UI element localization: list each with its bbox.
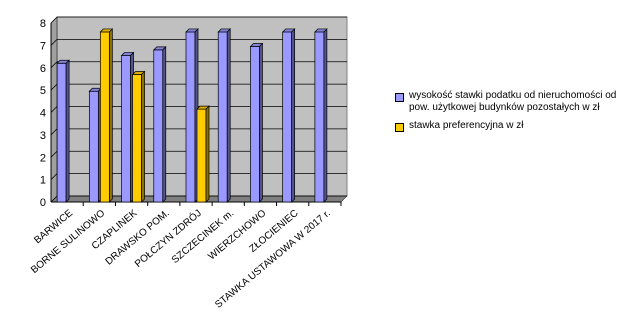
bar-s1-2 bbox=[121, 55, 131, 203]
gridline-depth-2 bbox=[50, 150, 58, 158]
gridline-depth-3 bbox=[50, 128, 58, 136]
y-tick-label-6: 6 bbox=[40, 63, 46, 75]
bar-s1-3 bbox=[153, 49, 164, 203]
y-tick-label-0: 0 bbox=[40, 197, 46, 209]
legend-swatch-series-1 bbox=[395, 93, 404, 102]
bar-s2-4 bbox=[196, 108, 207, 203]
bar-side-s2-4 bbox=[205, 105, 210, 203]
gridline-depth-8 bbox=[50, 16, 58, 24]
y-tick-label-1: 1 bbox=[40, 175, 46, 187]
bar-side-s1-5 bbox=[226, 28, 231, 203]
gridline-depth-7 bbox=[50, 39, 58, 46]
bar-s1-8 bbox=[314, 31, 325, 203]
x-tick-label-8: STAWKA USTAWOWA W 2017 r. bbox=[213, 208, 333, 311]
bar-s1-5 bbox=[217, 31, 228, 203]
gridline-depth-5 bbox=[50, 83, 58, 91]
legend-item-series-2: stawka preferencyjna w zł bbox=[395, 120, 620, 132]
y-tick-label-3: 3 bbox=[40, 130, 46, 142]
y-tick-label-5: 5 bbox=[40, 85, 46, 97]
gridline-depth-6 bbox=[50, 61, 58, 69]
legend-swatch-series-2 bbox=[395, 123, 404, 132]
bar-side-s2-1 bbox=[108, 28, 113, 203]
legend-label-series-1: wysokość stawki podatku od nieruchomości… bbox=[409, 90, 617, 113]
bar-side-s1-3 bbox=[162, 46, 167, 203]
bar-side-s1-7 bbox=[291, 28, 296, 203]
bar-side-s1-8 bbox=[323, 28, 328, 203]
bar-s1-4 bbox=[185, 31, 196, 203]
legend-item-series-1: wysokość stawki podatku od nieruchomości… bbox=[395, 90, 620, 114]
bar-s2-2 bbox=[132, 74, 142, 203]
legend: wysokość stawki podatku od nieruchomości… bbox=[395, 90, 620, 138]
bar-side-s1-6 bbox=[259, 42, 263, 203]
bar-s1-0 bbox=[56, 62, 67, 203]
bar-s1-1 bbox=[88, 90, 99, 203]
x-tick-label-6: WIERZCHOWO bbox=[206, 208, 268, 263]
bar-s2-1 bbox=[99, 31, 110, 203]
bar-s1-7 bbox=[282, 31, 293, 203]
bar-side-s1-0 bbox=[65, 59, 70, 203]
legend-label-series-2: stawka preferencyjna w zł bbox=[409, 120, 524, 131]
y-tick-label-2: 2 bbox=[40, 152, 46, 164]
y-tick-label-4: 4 bbox=[40, 108, 46, 120]
gridline-depth-0 bbox=[50, 195, 58, 203]
bar-side-s2-2 bbox=[141, 70, 145, 203]
y-tick-label-8: 8 bbox=[40, 18, 46, 30]
bar-s1-6 bbox=[250, 46, 260, 203]
gridline-depth-4 bbox=[50, 106, 58, 113]
gridline-depth-1 bbox=[50, 173, 58, 180]
y-tick-label-7: 7 bbox=[40, 40, 46, 52]
